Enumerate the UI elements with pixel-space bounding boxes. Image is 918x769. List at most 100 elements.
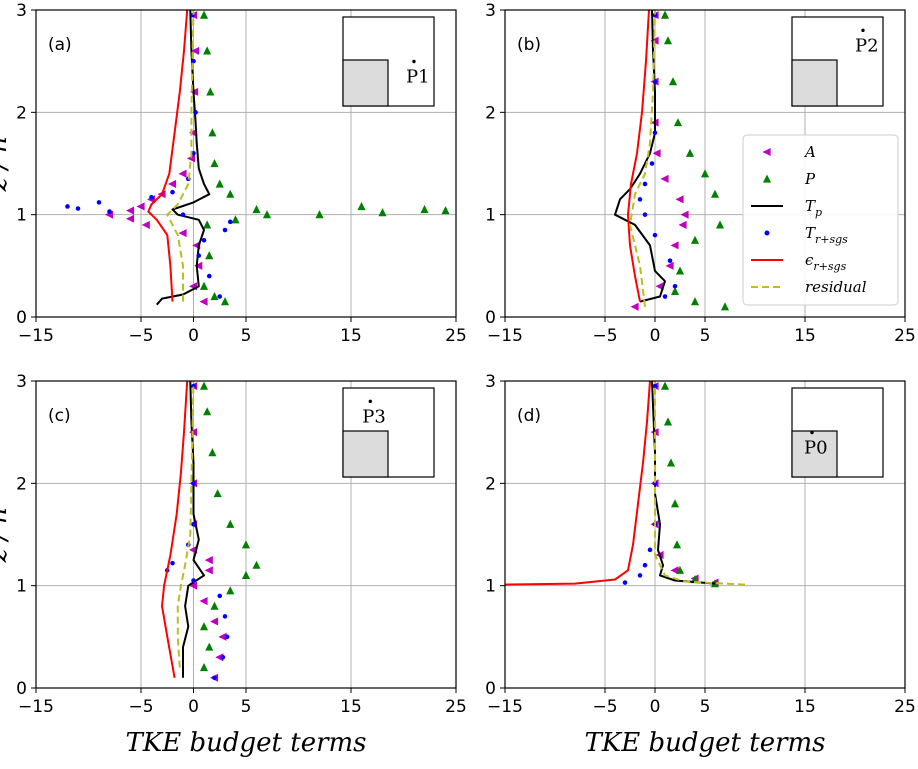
data-point xyxy=(215,653,224,662)
data-point xyxy=(663,417,673,426)
legend-label-A: A xyxy=(803,143,816,161)
data-point xyxy=(652,383,658,389)
data-point xyxy=(218,632,227,641)
data-point xyxy=(652,12,658,18)
legend-label-residual: residual xyxy=(805,278,867,296)
data-point xyxy=(191,521,196,527)
data-point xyxy=(213,489,222,498)
x-axis-label: TKE budget terms xyxy=(584,728,825,758)
series-A xyxy=(630,11,689,311)
data-point xyxy=(665,261,674,270)
x-tick-label: 25 xyxy=(445,326,467,346)
data-point xyxy=(675,266,685,275)
data-point xyxy=(212,675,217,681)
series-line-eps_r_sgs xyxy=(161,380,189,678)
data-point xyxy=(191,578,196,583)
x-tick-label: 15 xyxy=(794,697,816,717)
probe-location-inset: P1 xyxy=(342,16,435,107)
series-eps_r_sgs xyxy=(147,9,189,302)
data-point xyxy=(700,169,710,178)
series-eps_r_sgs xyxy=(627,9,650,302)
data-point xyxy=(690,297,700,306)
y-tick-label: 2 xyxy=(485,474,496,494)
data-point xyxy=(660,10,670,19)
data-point xyxy=(201,237,207,243)
data-point xyxy=(420,205,429,214)
data-point xyxy=(206,87,215,96)
inset-building xyxy=(342,430,389,478)
data-point xyxy=(178,169,187,178)
data-point xyxy=(210,292,219,301)
y-tick-label: 3 xyxy=(16,372,27,392)
y-tick-label: 1 xyxy=(16,577,27,597)
series-P xyxy=(660,10,730,311)
data-point xyxy=(170,189,175,195)
series-residual xyxy=(654,381,746,586)
x-tick-label: 5 xyxy=(241,697,252,717)
legend-subscript: p xyxy=(815,206,822,219)
x-tick-label: 25 xyxy=(894,326,916,346)
series-Tp xyxy=(614,9,666,303)
series-Tr_sgs xyxy=(622,383,658,585)
probe-marker xyxy=(810,430,814,435)
data-point xyxy=(210,617,219,626)
data-point xyxy=(96,200,102,205)
y-axis-label: z / h xyxy=(0,136,13,193)
y-tick-label: 1 xyxy=(16,206,27,226)
data-point xyxy=(199,596,208,606)
probe-label: P1 xyxy=(406,67,430,88)
data-point xyxy=(655,282,664,291)
legend-box xyxy=(742,134,899,306)
data-point xyxy=(660,381,670,390)
data-point xyxy=(199,297,208,306)
y-tick-label: 2 xyxy=(16,474,27,494)
data-point xyxy=(715,220,725,229)
series-line-eps_r_sgs xyxy=(147,9,189,302)
x-tick-label: 15 xyxy=(340,326,362,346)
series-line-residual xyxy=(654,381,746,586)
series-line-residual xyxy=(176,380,195,668)
data-point xyxy=(441,206,450,215)
data-point xyxy=(647,547,653,553)
y-tick-label: 3 xyxy=(485,1,496,21)
data-point xyxy=(191,383,196,389)
panel-d: −15 −5 0 5 15 25 0 1 2 3 (d) P0 TKE budget terms xyxy=(485,372,916,758)
x-tick-label: 25 xyxy=(445,697,467,717)
probe-label: P3 xyxy=(362,406,386,427)
data-point xyxy=(637,573,643,578)
data-point xyxy=(222,227,228,233)
data-point xyxy=(206,273,212,279)
data-point xyxy=(357,201,366,211)
data-point xyxy=(205,642,214,651)
y-tick-label: 0 xyxy=(485,308,496,328)
y-tick-label: 0 xyxy=(485,679,496,699)
panel-c: −15 −5 0 5 15 25 0 1 2 3 (c) P3 z / h TKE budget term… xyxy=(0,372,467,758)
data-point xyxy=(642,181,648,187)
data-point xyxy=(215,179,224,188)
series-P xyxy=(199,381,261,672)
legend-subscript: r+sgs xyxy=(815,233,848,246)
data-point xyxy=(199,10,209,19)
data-point xyxy=(194,261,203,270)
series-line-Tp xyxy=(614,9,666,303)
data-point xyxy=(652,232,658,238)
data-point xyxy=(675,195,684,204)
data-point xyxy=(204,566,213,575)
data-point xyxy=(226,189,235,198)
data-point xyxy=(670,241,679,250)
data-point xyxy=(217,593,223,599)
data-point xyxy=(178,229,187,238)
legend-swatch-A xyxy=(762,147,771,157)
data-point xyxy=(652,130,658,136)
y-axis-label: z / h xyxy=(0,507,13,564)
y-tick-label: 1 xyxy=(485,206,496,226)
data-point xyxy=(204,556,213,565)
data-point xyxy=(685,148,695,157)
data-point xyxy=(649,161,655,166)
data-point xyxy=(637,197,643,202)
x-tick-label: −15 xyxy=(18,697,54,717)
series-line-residual xyxy=(166,9,195,302)
